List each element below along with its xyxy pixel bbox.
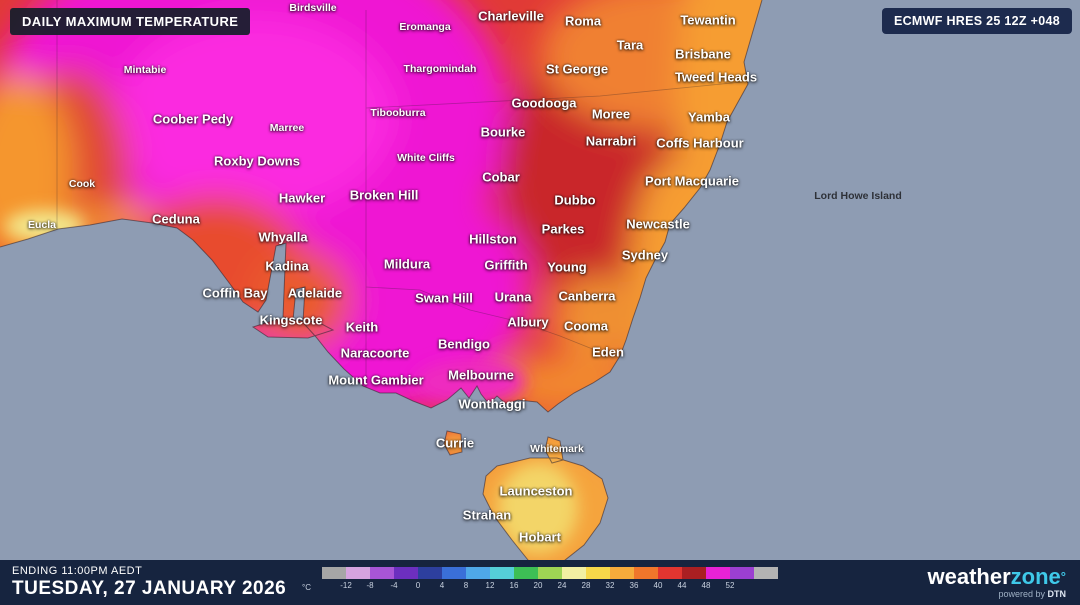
legend-color-cell xyxy=(754,567,778,579)
legend-color-cell xyxy=(586,567,610,579)
legend-color-cell xyxy=(322,567,346,579)
legend-tick-label: 36 xyxy=(629,581,639,590)
legend-tick-label: 16 xyxy=(509,581,519,590)
legend-unit-label: °C xyxy=(302,583,311,592)
legend-tick-label: 48 xyxy=(701,581,711,590)
legend-color-cell xyxy=(538,567,562,579)
logo-part-zone: zone xyxy=(1010,564,1061,589)
legend-color-cell xyxy=(730,567,754,579)
legend-tick-label: 24 xyxy=(557,581,567,590)
logo-wordmark: weatherzone° xyxy=(928,566,1066,588)
legend-color-cell xyxy=(562,567,586,579)
valid-time-label: ENDING 11:00PM AEDT xyxy=(12,565,143,577)
legend-tick-label: 52 xyxy=(725,581,735,590)
model-run-badge: ECMWF HRES 25 12Z +048 xyxy=(881,8,1072,34)
legend-labels: -12 -8 -4 0 4 8 12 16 20 24 28 32 36 40 44 48 52 xyxy=(334,581,778,590)
legend-tick-label: 44 xyxy=(677,581,687,590)
state-borders xyxy=(56,0,743,388)
legend-tick-label: -4 xyxy=(390,581,398,590)
legend-color-cell xyxy=(490,567,514,579)
tagline-brand: DTN xyxy=(1047,589,1067,599)
legend-color-cell xyxy=(514,567,538,579)
legend-tick-label: 8 xyxy=(463,581,469,590)
legend-color-cell xyxy=(370,567,394,579)
logo-tagline: powered by DTN xyxy=(928,589,1066,599)
legend-color-cell xyxy=(634,567,658,579)
legend-color-cell xyxy=(610,567,634,579)
tagline-prefix: powered by xyxy=(998,589,1048,599)
legend-color-cell xyxy=(418,567,442,579)
footer-bar: ENDING 11:00PM AEDT TUESDAY, 27 JANUARY … xyxy=(0,560,1080,605)
legend-color-cell xyxy=(346,567,370,579)
legend-color-cell xyxy=(658,567,682,579)
legend-color-cell xyxy=(706,567,730,579)
legend-tick-label: 40 xyxy=(653,581,663,590)
legend-tick-label: 4 xyxy=(439,581,445,590)
logo-part-weather: weather xyxy=(927,564,1011,589)
legend-color-cell xyxy=(442,567,466,579)
weatherzone-logo: weatherzone° powered by DTN xyxy=(928,566,1066,600)
coastline xyxy=(0,0,763,571)
legend-tick-label: 0 xyxy=(415,581,421,590)
valid-date-label: TUESDAY, 27 JANUARY 2026 xyxy=(12,578,287,599)
legend-color-cell xyxy=(682,567,706,579)
legend-colors xyxy=(322,567,778,579)
legend-tick-label: 28 xyxy=(581,581,591,590)
legend-tick-label: 32 xyxy=(605,581,615,590)
logo-degree-icon: ° xyxy=(1060,569,1066,584)
legend-tick-label: -8 xyxy=(366,581,374,590)
legend-tick-label: 20 xyxy=(533,581,543,590)
temperature-legend: °C -12 -8 -4 0 4 8 12 16 20 24 28 32 36 40 44 48 52 xyxy=(302,567,778,592)
map-title-badge: DAILY MAXIMUM TEMPERATURE xyxy=(10,8,251,35)
legend-color-cell xyxy=(466,567,490,579)
legend-tick-label: -12 xyxy=(340,581,352,590)
legend-tick-label: 12 xyxy=(485,581,495,590)
legend-color-cell xyxy=(394,567,418,579)
